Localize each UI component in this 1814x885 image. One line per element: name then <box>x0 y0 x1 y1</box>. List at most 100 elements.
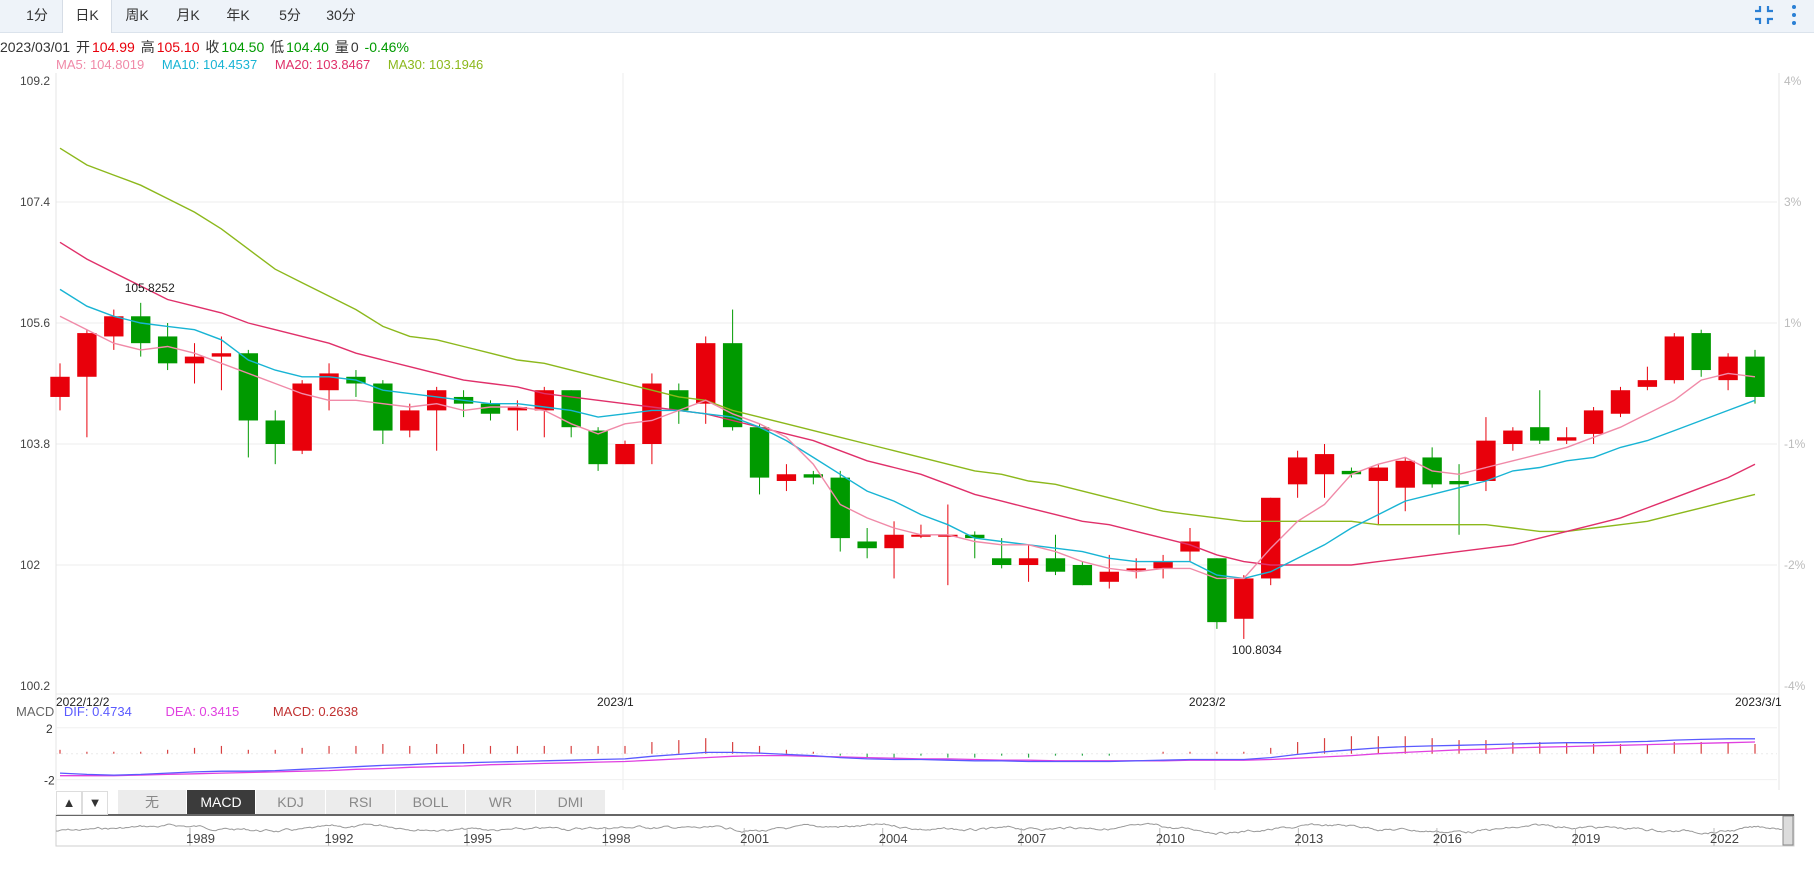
indicator-down-button[interactable]: ▼ <box>82 791 108 815</box>
dea-line <box>60 741 1756 777</box>
candle-body[interactable] <box>292 383 312 451</box>
candle-body[interactable] <box>534 390 554 411</box>
candle-body[interactable] <box>1556 437 1577 441</box>
candle-body[interactable] <box>561 390 581 428</box>
candle-body[interactable] <box>1045 558 1066 572</box>
y-tick-label: 102 <box>20 558 40 572</box>
candle-body[interactable] <box>1583 410 1604 434</box>
candle-body[interactable] <box>884 534 904 549</box>
x-tick-label: 2023/3/1 <box>1735 695 1782 709</box>
candle-body[interactable] <box>803 474 824 478</box>
candle-body[interactable] <box>642 383 662 445</box>
macd-y-tick: 2 <box>46 722 53 736</box>
candle-body[interactable] <box>1072 565 1093 586</box>
candle-body[interactable] <box>1341 470 1362 475</box>
candle-body[interactable] <box>588 430 608 465</box>
candle-body[interactable] <box>830 477 850 539</box>
candle-body[interactable] <box>1153 561 1173 569</box>
indicator-tab-dmi[interactable]: DMI <box>536 790 606 814</box>
candle-body[interactable] <box>615 444 635 465</box>
candle-body[interactable] <box>1476 440 1496 481</box>
candle-body[interactable] <box>131 316 151 344</box>
timeline-range-handle[interactable] <box>1782 815 1794 846</box>
candle-body[interactable] <box>1126 568 1146 571</box>
candle-body[interactable] <box>426 390 447 411</box>
dif-line <box>59 738 1755 776</box>
candle-body[interactable] <box>1180 541 1200 552</box>
candle-body[interactable] <box>1234 578 1254 619</box>
ma30-legend: MA30: 103.1946 <box>387 57 484 72</box>
candle-body[interactable] <box>104 316 124 337</box>
candle-body[interactable] <box>1395 460 1415 488</box>
high-annotation: 105.8252 <box>125 281 175 295</box>
candle-body[interactable] <box>77 333 97 377</box>
candle-body[interactable] <box>991 558 1012 565</box>
candle-body[interactable] <box>1287 457 1308 485</box>
tab-1min[interactable]: 1分 <box>26 7 48 23</box>
candle-body[interactable] <box>1368 467 1389 481</box>
indicator-tab-none[interactable]: 无 <box>118 790 187 814</box>
timeline-year-label: 2019 <box>1571 831 1600 846</box>
candle-body[interactable] <box>373 383 393 431</box>
candle-body[interactable] <box>857 541 877 549</box>
candle-body[interactable] <box>157 336 178 364</box>
candle-body[interactable] <box>1099 571 1119 582</box>
timeline-year-label: 2016 <box>1433 831 1462 846</box>
candle-body[interactable] <box>319 373 339 391</box>
candle-body[interactable] <box>1610 390 1631 414</box>
indicator-tab-rsi[interactable]: RSI <box>326 790 396 814</box>
candle-body[interactable] <box>911 534 931 537</box>
dif-legend: DIF: 0.4734 <box>63 704 132 719</box>
tab-30min[interactable]: 30分 <box>326 7 356 23</box>
candle-body[interactable] <box>749 427 770 478</box>
candle-body[interactable] <box>938 534 958 537</box>
candle-body[interactable] <box>1530 427 1550 441</box>
volume-value: 0 <box>350 39 359 55</box>
candle-body[interactable] <box>1718 356 1738 381</box>
candle-body[interactable] <box>1314 454 1335 475</box>
volume-label: 量 <box>334 39 349 55</box>
indicator-tab-wr[interactable]: WR <box>466 790 536 814</box>
candle-body[interactable] <box>1637 380 1658 387</box>
y-tick-label: 105.6 <box>20 316 50 330</box>
candle-body[interactable] <box>965 534 985 539</box>
candle-body[interactable] <box>1207 558 1227 623</box>
candle-body[interactable] <box>776 474 797 481</box>
ma20-line <box>59 241 1756 566</box>
candle-body[interactable] <box>50 376 70 397</box>
info-date: 2023/03/01 <box>0 39 71 55</box>
tab-daily-k[interactable]: 日K <box>62 0 112 33</box>
candle-body[interactable] <box>1664 336 1684 381</box>
x-tick-label: 2022/12/2 <box>56 695 110 709</box>
candle-body[interactable] <box>480 403 501 414</box>
indicator-tab-macd[interactable]: MACD <box>187 790 256 814</box>
indicator-up-button[interactable]: ▲ <box>56 791 82 815</box>
candle-body[interactable] <box>696 343 716 404</box>
candle-body[interactable] <box>1503 430 1523 444</box>
candle-body[interactable] <box>1018 558 1039 565</box>
candle-body[interactable] <box>211 353 232 357</box>
candle-body[interactable] <box>722 343 743 428</box>
candle-body[interactable] <box>238 353 259 421</box>
candle-body[interactable] <box>184 356 205 364</box>
tab-5min[interactable]: 5分 <box>279 7 301 23</box>
tab-yearly-k[interactable]: 年K <box>226 7 250 23</box>
high-label: 高 <box>140 39 155 55</box>
tab-monthly-k[interactable]: 月K <box>176 7 200 23</box>
candle-body[interactable] <box>1261 497 1281 579</box>
candle-body[interactable] <box>400 410 420 431</box>
ma5-line <box>59 315 1756 580</box>
indicator-tab-kdj[interactable]: KDJ <box>256 790 326 814</box>
candle-body[interactable] <box>1449 480 1469 485</box>
tab-weekly-k[interactable]: 周K <box>125 7 149 23</box>
indicator-tab-boll[interactable]: BOLL <box>396 790 466 814</box>
candle-body[interactable] <box>1691 333 1711 371</box>
candle-body[interactable] <box>507 407 528 411</box>
macd-value-legend: MACD: 0.2638 <box>272 704 359 719</box>
candle-body[interactable] <box>265 420 285 444</box>
low-annotation: 100.8034 <box>1232 643 1282 657</box>
more-menu-icon[interactable] <box>1784 2 1804 28</box>
open-label: 开 <box>75 39 90 55</box>
collapse-icon[interactable] <box>1751 2 1777 28</box>
